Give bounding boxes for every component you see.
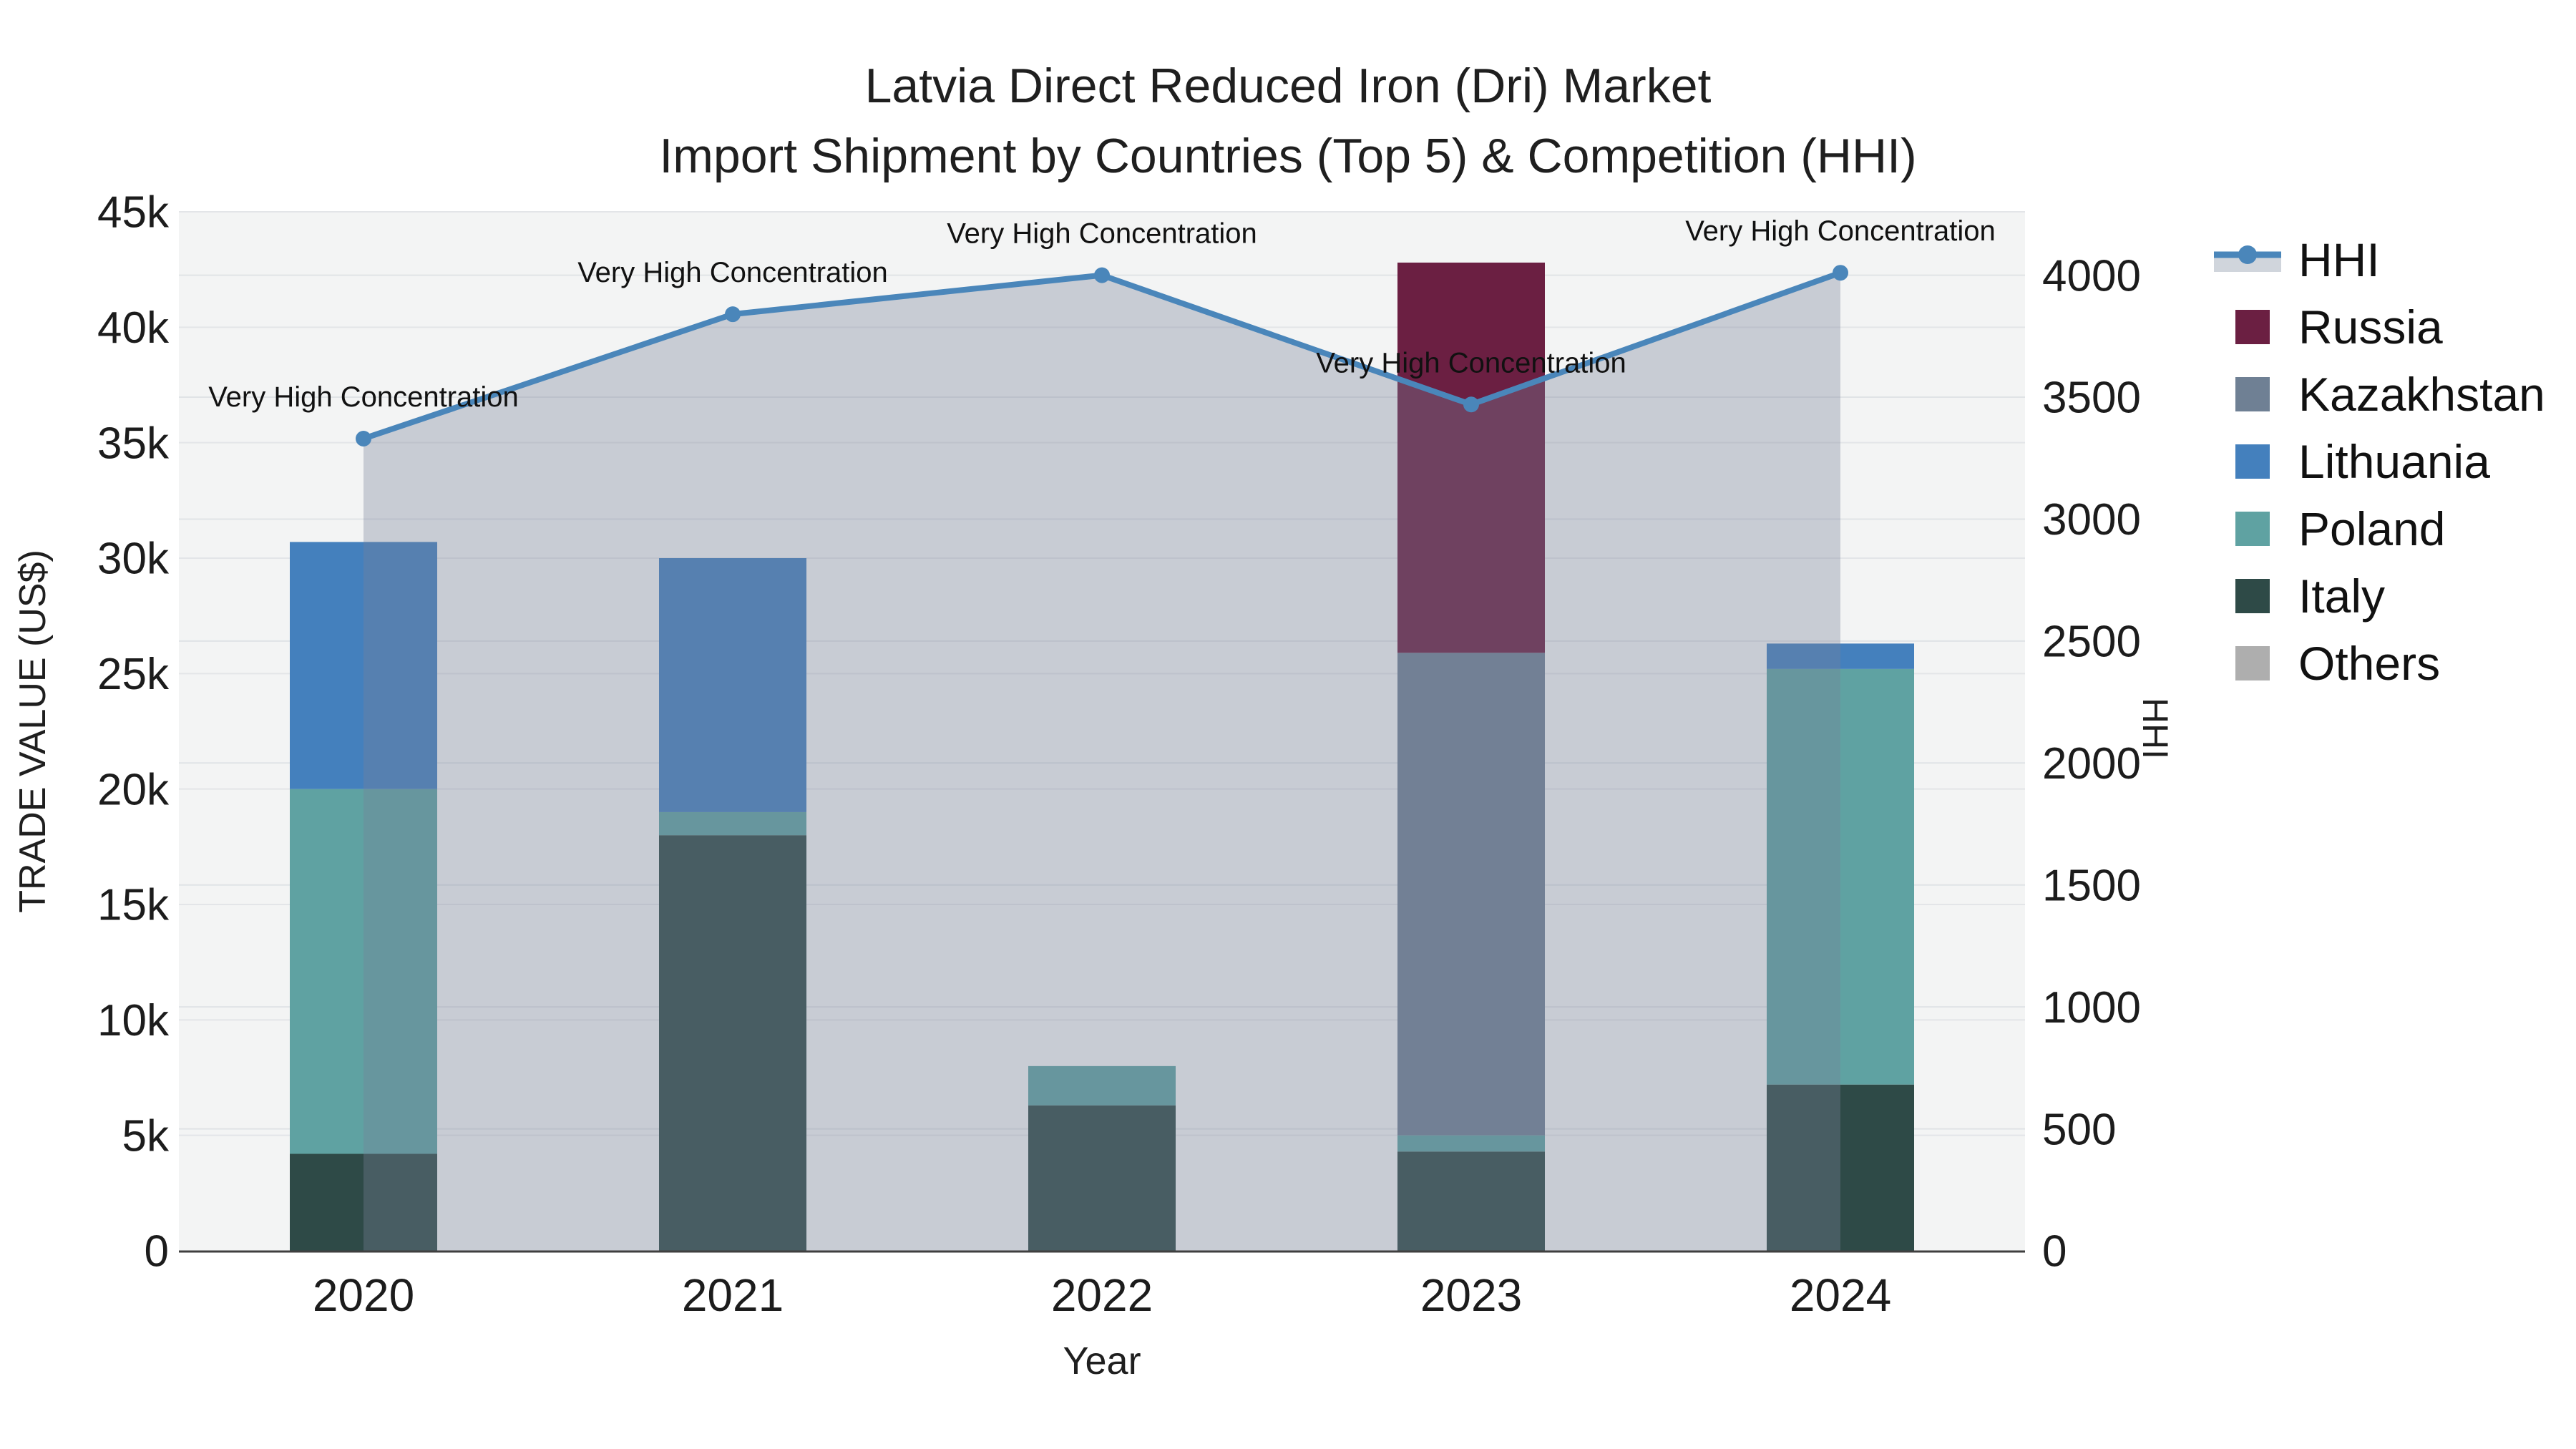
y-right-tick-label: 3000 [2042,495,2141,545]
y-axis-title-left: TRADE VALUE (US$) [12,550,54,913]
bar-segment-italy[interactable] [290,1153,437,1251]
y-left-tick-label: 20k [97,765,170,814]
hhi-marker[interactable] [1463,396,1479,413]
annotation-2023: Very High Concentration [1316,347,1626,379]
bar-segment-lithuania[interactable] [1767,643,1914,669]
y-right-tick-label: 2000 [2042,739,2141,789]
legend-label-poland: Poland [2298,502,2446,555]
bar-segment-poland[interactable] [1767,668,1914,1085]
y-right-tick-label: 3500 [2042,374,2141,423]
y-left-tick-label: 40k [97,303,170,353]
y-right-tick-label: 1000 [2042,983,2141,1033]
x-tick-label-2021: 2021 [682,1269,784,1321]
y-left-tick-label: 15k [97,881,170,930]
y-right-tick-label: 1500 [2042,861,2141,910]
bar-segment-italy[interactable] [1397,1151,1545,1251]
hhi-marker[interactable] [1833,265,1848,281]
y-left-tick-label: 5k [122,1111,170,1161]
x-tick-label-2022: 2022 [1051,1269,1153,1321]
legend-item-italy[interactable]: Italy [2212,562,2545,630]
poland-swatch-icon [2235,512,2270,546]
y-axis-title-right: HHI [2135,697,2175,760]
annotation-2022: Very High Concentration [947,218,1257,250]
y-left-tick-label: 30k [97,535,170,584]
bar-segment-poland[interactable] [1028,1065,1176,1106]
bar-segment-poland[interactable] [659,811,806,836]
legend: HHI Russia Kazakhstan Lithuania Poland I… [2212,226,2545,697]
others-swatch-icon [2235,646,2270,680]
y-right-tick-label: 4000 [2042,251,2141,301]
legend-item-lithuania[interactable]: Lithuania [2212,428,2545,495]
y-left-tick-label: 45k [97,188,170,238]
y-left-tick-label: 0 [145,1227,169,1277]
legend-label-hhi: HHI [2298,233,2380,286]
x-tick-label-2023: 2023 [1420,1269,1522,1321]
hhi-area-fill [364,273,1840,1251]
hhi-marker[interactable] [356,430,371,447]
bars[interactable] [290,262,1914,1251]
legend-label-lithuania: Lithuania [2298,435,2490,488]
annotation-2021: Very High Concentration [577,257,888,288]
bar-segment-poland[interactable] [1397,1135,1545,1152]
bar-segment-russia[interactable] [1397,262,1545,653]
legend-label-russia: Russia [2298,301,2443,353]
lithuania-swatch-icon [2235,444,2270,479]
hhi-marker[interactable] [1094,267,1110,283]
bar-segment-italy[interactable] [659,835,806,1251]
bar-segment-italy[interactable] [1028,1105,1176,1251]
x-tick-label-2020: 2020 [313,1269,414,1321]
x-axis-title: Year [1063,1340,1141,1382]
legend-item-poland[interactable]: Poland [2212,495,2545,562]
y-right-tick-label: 0 [2042,1227,2067,1277]
legend-item-kazakhstan[interactable]: Kazakhstan [2212,361,2545,428]
chart-title-line2: Import Shipment by Countries (Top 5) & C… [659,129,1917,183]
annotation-2020: Very High Concentration [208,381,519,413]
y-left-tick-label: 35k [97,419,170,468]
bar-segment-lithuania[interactable] [659,558,806,812]
legend-label-italy: Italy [2298,570,2386,623]
italy-swatch-icon [2235,579,2270,613]
kazakhstan-swatch-icon [2235,377,2270,411]
annotation-2024: Very High Concentration [1685,215,1996,247]
legend-label-others: Others [2298,637,2441,690]
hhi-line-icon [2214,245,2281,272]
legend-item-others[interactable]: Others [2212,630,2545,697]
bar-segment-poland[interactable] [290,789,437,1154]
legend-label-kazakhstan: Kazakhstan [2298,368,2545,421]
bar-segment-italy[interactable] [1767,1084,1914,1251]
gridlines [179,211,2025,1136]
chart-title-line1: Latvia Direct Reduced Iron (Dri) Market [864,59,1712,113]
y-left-tick-label: 10k [97,996,170,1045]
chart-title: Latvia Direct Reduced Iron (Dri) Market … [0,56,2576,186]
x-tick-label-2024: 2024 [1790,1269,1891,1321]
legend-item-hhi[interactable]: HHI [2212,226,2545,293]
bar-segment-lithuania[interactable] [290,542,437,789]
y-left-tick-label: 25k [97,650,170,699]
bar-segment-kazakhstan[interactable] [1397,653,1545,1136]
hhi-marker[interactable] [725,306,741,323]
legend-item-russia[interactable]: Russia [2212,293,2545,361]
russia-swatch-icon [2235,310,2270,344]
y-right-tick-label: 500 [2042,1105,2116,1154]
y-right-tick-label: 2500 [2042,618,2141,667]
